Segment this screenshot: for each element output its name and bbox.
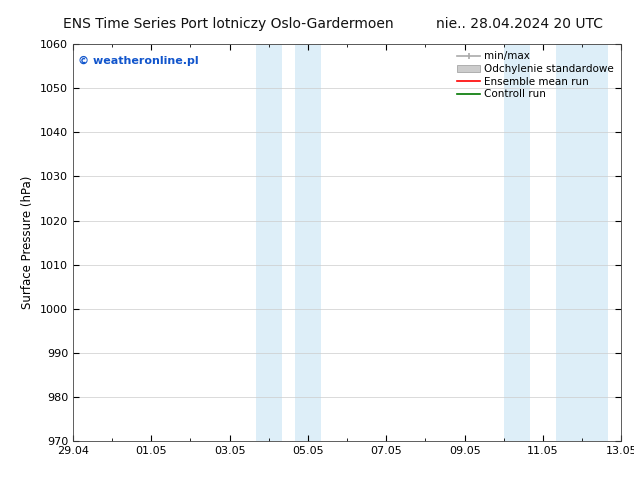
Text: © weatheronline.pl: © weatheronline.pl bbox=[79, 56, 199, 66]
Y-axis label: Surface Pressure (hPa): Surface Pressure (hPa) bbox=[22, 176, 34, 309]
Text: nie.. 28.04.2024 20 UTC: nie.. 28.04.2024 20 UTC bbox=[436, 17, 604, 31]
Legend: min/max, Odchylenie standardowe, Ensemble mean run, Controll run: min/max, Odchylenie standardowe, Ensembl… bbox=[455, 49, 616, 101]
Text: ENS Time Series Port lotniczy Oslo-Gardermoen: ENS Time Series Port lotniczy Oslo-Garde… bbox=[63, 17, 394, 31]
Bar bbox=[504, 44, 530, 441]
Bar bbox=[556, 44, 609, 441]
Bar bbox=[256, 44, 281, 441]
Bar bbox=[295, 44, 321, 441]
